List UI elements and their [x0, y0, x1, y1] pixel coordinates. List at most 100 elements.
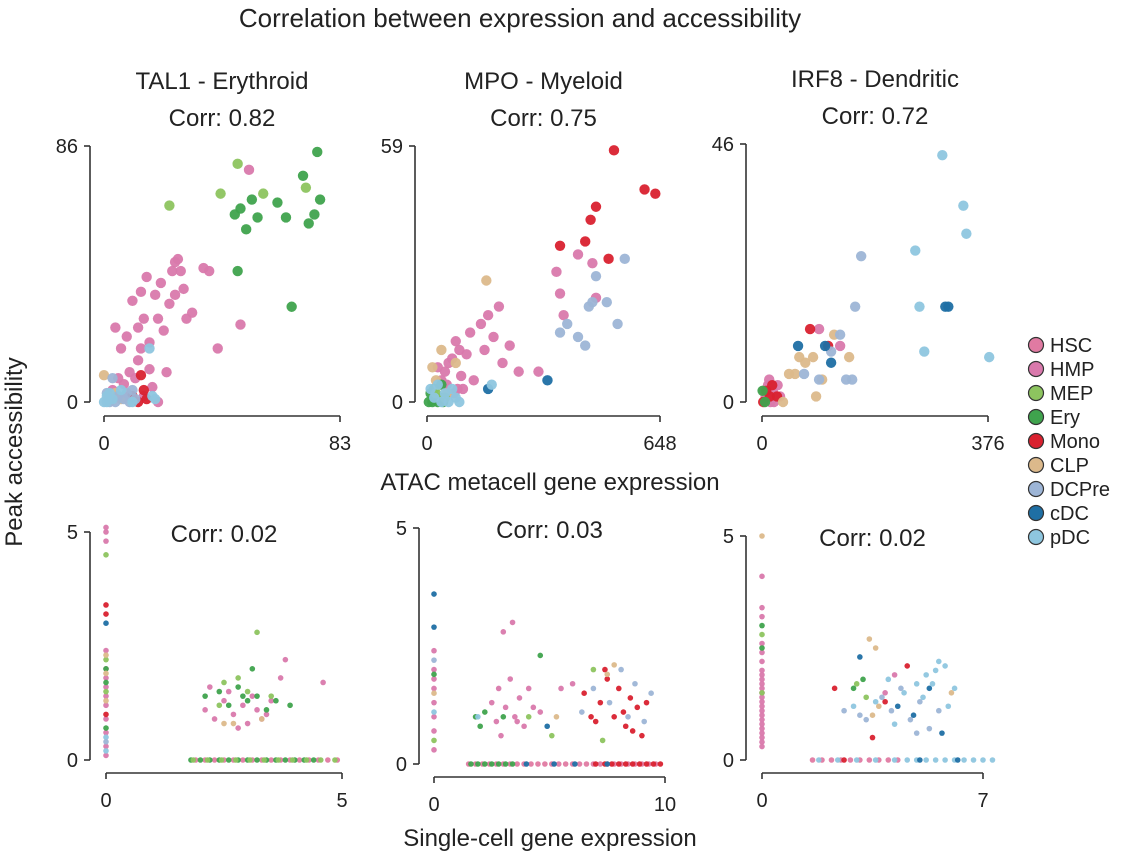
data-point [431, 685, 437, 692]
data-point [312, 146, 323, 158]
data-point [885, 676, 892, 683]
data-point [254, 629, 260, 636]
legend-label: CLP [1050, 455, 1089, 477]
data-point [98, 370, 110, 381]
data-point [514, 718, 520, 725]
data-point [268, 757, 275, 763]
data-point [254, 707, 260, 713]
data-point [450, 357, 461, 369]
data-point [263, 707, 270, 713]
data-point [948, 690, 955, 696]
data-point [558, 310, 569, 321]
data-point [268, 693, 275, 699]
data-point [612, 318, 623, 330]
data-point [632, 680, 638, 687]
data-point [110, 322, 121, 333]
x-axis-label-bottom: Single-cell gene expression [403, 825, 697, 852]
data-point [759, 573, 765, 580]
data-point [863, 716, 869, 723]
data-point [537, 652, 544, 659]
data-point [816, 757, 822, 763]
series-ery [757, 385, 771, 408]
series-hmp [431, 619, 576, 753]
data-point [616, 685, 622, 692]
data-point [240, 224, 252, 235]
data-point [211, 716, 218, 722]
data-point [509, 619, 516, 626]
data-point [115, 384, 127, 396]
y-tick-label: 59 [381, 136, 403, 158]
data-point [158, 325, 169, 336]
data-point [572, 249, 584, 260]
data-point [103, 688, 109, 695]
data-point [211, 757, 218, 763]
data-point [587, 297, 598, 308]
series-clp [103, 652, 265, 727]
data-point [592, 718, 599, 725]
data-point [898, 685, 904, 692]
data-point [431, 647, 437, 654]
data-point [254, 757, 260, 763]
data-point [446, 383, 458, 395]
data-point [936, 658, 942, 665]
data-point [597, 699, 604, 706]
data-point [167, 265, 178, 277]
data-point [103, 711, 109, 718]
series-mep [164, 158, 312, 211]
data-point [551, 266, 562, 278]
data-point [216, 702, 223, 709]
data-point [475, 761, 481, 767]
data-point [759, 613, 765, 620]
data-point [303, 757, 310, 763]
data-point [554, 288, 566, 299]
data-point [807, 351, 819, 363]
data-point [502, 704, 509, 711]
data-point [891, 672, 898, 678]
data-point [634, 704, 641, 711]
data-point [872, 698, 879, 705]
data-point [572, 761, 578, 767]
data-point [493, 718, 500, 725]
series-ery [229, 146, 326, 312]
data-point [258, 716, 265, 722]
legend-marker [1027, 480, 1045, 498]
data-point [502, 761, 509, 767]
panel-title: MPO - Myeloid [464, 68, 623, 95]
data-point [648, 690, 654, 696]
data-point [431, 676, 437, 682]
data-point [275, 757, 282, 763]
data-point [103, 748, 109, 754]
data-point [230, 711, 237, 718]
data-point [500, 714, 507, 720]
data-point [141, 271, 152, 283]
data-point [303, 218, 314, 229]
data-point [885, 757, 892, 763]
series-dcpre [431, 657, 654, 725]
y-tick-label: 0 [396, 754, 407, 776]
data-point [230, 720, 237, 727]
data-point [431, 591, 437, 597]
data-point [759, 396, 771, 408]
data-point [455, 370, 467, 382]
data-point [431, 747, 437, 753]
data-point [580, 236, 591, 247]
data-point [103, 725, 109, 731]
data-point [809, 757, 816, 763]
data-point [488, 331, 499, 343]
data-point [500, 629, 507, 635]
panel-corr: Corr: 0.75 [490, 105, 597, 132]
series-pdc [98, 343, 161, 408]
data-point [759, 703, 765, 710]
data-point [436, 344, 447, 356]
data-point [759, 690, 765, 696]
data-point [232, 158, 243, 170]
data-point [542, 375, 553, 386]
data-point [604, 671, 611, 678]
data-point [439, 366, 451, 377]
data-point [431, 737, 437, 744]
data-point [103, 602, 109, 608]
x-tick-label: 7 [977, 790, 988, 812]
data-point [332, 757, 338, 763]
data-point [961, 757, 967, 763]
data-point [103, 529, 109, 535]
